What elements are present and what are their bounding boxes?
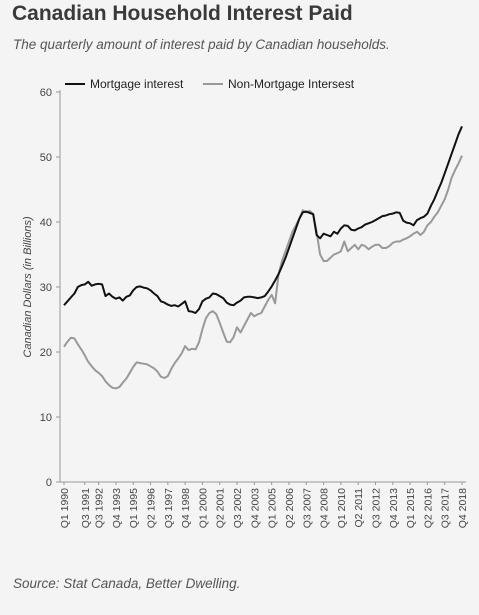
chart-title: Canadian Household Interest Paid [12, 2, 353, 25]
axes: 0 10 20 30 40 50 60 Canadian Dollars (in Billio… [22, 87, 469, 528]
x-tick-label: Q1 2000 [197, 488, 209, 528]
y-tick-label: 30 [40, 282, 52, 294]
y-tick-label: 60 [40, 87, 52, 99]
x-tick-label: Q4 2008 [319, 488, 331, 528]
x-tick-label: Q2 2006 [284, 488, 296, 528]
source-note: Source: Stat Canada, Better Dwelling. [13, 576, 241, 591]
x-tick-label: Q4 2013 [388, 488, 400, 528]
y-tick-label: 20 [40, 347, 52, 359]
x-tick-label: Q1 2015 [405, 488, 417, 528]
y-tick-label: 10 [40, 412, 52, 424]
x-tick-label: Q2 2001 [215, 488, 227, 528]
x-tick-label: Q3 2002 [232, 488, 244, 528]
non-mortgage-interest-line [63, 155, 463, 390]
x-tick-label: Q3 2007 [301, 488, 313, 528]
x-tick-label: Q1 2005 [267, 488, 279, 528]
x-tick-label: Q3 1991 [80, 488, 92, 528]
y-tick-label: 50 [40, 152, 52, 164]
x-tick-label: Q4 2018 [457, 488, 469, 528]
x-tick-label: Q1 2010 [336, 488, 348, 528]
x-tick-label: Q3 1992 [94, 488, 106, 528]
x-tick-label: Q2 2016 [422, 488, 434, 528]
x-tick-label: Q3 2012 [370, 488, 382, 528]
y-axis-title: Canadian Dollars (in Billions) [22, 216, 34, 358]
legend-label: Mortgage interest [90, 77, 184, 91]
series-lines [63, 125, 463, 390]
y-tick-label: 0 [46, 477, 52, 489]
line-chart: 0 10 20 30 40 50 60 Canadian Dollars (in Billio… [22, 77, 469, 528]
x-tick-label: Q2 2011 [353, 488, 365, 528]
legend-label: Non-Mortgage Intersest [228, 77, 355, 91]
chart-subtitle: The quarterly amount of interest paid by… [13, 37, 390, 52]
mortgage-interest-line [63, 125, 463, 314]
x-tick-label: Q1 1990 [59, 488, 71, 528]
x-tick-label: Q4 1993 [111, 488, 123, 528]
legend: Mortgage interest Non-Mortgage Intersest [65, 77, 355, 91]
x-tick-label: Q3 1997 [163, 488, 175, 528]
y-tick-label: 40 [40, 217, 52, 229]
x-tick-label: Q3 2017 [440, 488, 452, 528]
x-tick-label: Q4 2003 [249, 488, 261, 528]
x-tick-label: Q2 1996 [146, 488, 158, 528]
x-tick-label: Q4 1998 [180, 488, 192, 528]
x-tick-label: Q1 1995 [128, 488, 140, 528]
